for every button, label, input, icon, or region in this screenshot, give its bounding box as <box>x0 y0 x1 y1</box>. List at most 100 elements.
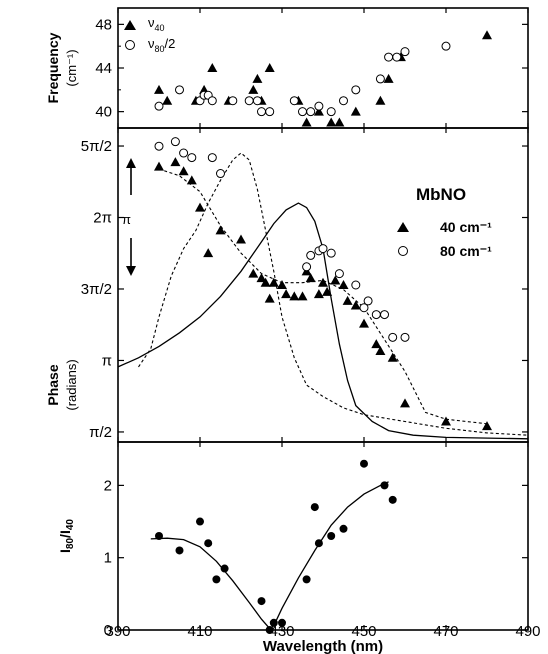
middle-circle-point <box>326 248 336 258</box>
middle-circle-point <box>216 169 225 179</box>
middle-triangle-point <box>277 280 287 289</box>
middle-legend-circle-marker <box>398 246 408 256</box>
top-triangle-point <box>301 117 312 127</box>
top-triangle-point <box>326 117 337 127</box>
y-tick-label-bottom: 0 <box>104 622 112 639</box>
bottom-dot-point <box>204 539 213 548</box>
bottom-dot-point <box>314 539 323 548</box>
top-circle-point <box>306 107 316 117</box>
points-layer <box>154 30 492 634</box>
top-circle-point <box>384 52 394 62</box>
top-triangle-point <box>162 95 173 105</box>
top-circle-point <box>441 41 451 51</box>
middle-triangle-point <box>350 300 361 310</box>
bottom-dot-point <box>269 618 278 627</box>
middle-circle-point <box>334 269 344 279</box>
top-circle-point <box>228 96 238 106</box>
middle-legend-label-1: 40 cm⁻¹ <box>440 219 492 235</box>
x-tick-label: 470 <box>433 623 458 640</box>
middle-triangle-point <box>248 268 259 278</box>
top-triangle-point <box>207 63 218 72</box>
middle-legend-label-2: 80 cm⁻¹ <box>440 243 492 259</box>
x-tick-label: 390 <box>105 623 130 640</box>
top-triangle-point <box>313 106 324 116</box>
middle-ylabel-line1: Phase <box>45 364 61 405</box>
top-circle-point <box>400 47 410 57</box>
middle-triangle-point <box>322 286 333 296</box>
top-circle-point <box>175 85 184 95</box>
top-panel-frame <box>117 7 529 129</box>
top-circle-point <box>265 107 275 117</box>
top-circle-point <box>154 101 164 111</box>
bottom-dot-point <box>220 564 229 573</box>
y-tick-label-top: 44 <box>95 60 112 77</box>
bottom-dot-point <box>278 618 286 627</box>
top-circle-point <box>339 96 348 106</box>
x-axis-title: Wavelength (nm) <box>263 638 383 654</box>
middle-circle-point <box>363 296 373 306</box>
y-tick-label-middle: π/2 <box>89 424 112 441</box>
middle-triangle-point <box>170 157 181 167</box>
middle-triangle-point <box>387 352 398 362</box>
middle-circle-point <box>187 153 197 163</box>
middle-triangle-point <box>318 277 328 287</box>
bottom-dot-point <box>327 532 336 540</box>
y-tick-label-middle: π <box>102 352 112 369</box>
top-legend: ν40 ν80/2 <box>124 15 175 54</box>
middle-circle-point <box>207 153 217 163</box>
top-legend-triangle-marker <box>124 20 136 30</box>
middle-triangle-point <box>268 277 279 287</box>
bottom-dot-point <box>310 503 319 512</box>
top-ylabel-line2: (cm⁻¹) <box>64 49 79 86</box>
middle-circle-point <box>302 262 312 272</box>
top-circle-point <box>207 96 217 106</box>
x-tick-label: 450 <box>351 623 376 640</box>
middle-triangle-point <box>281 289 292 299</box>
middle-triangle-point <box>441 416 451 426</box>
bottom-panel-frame <box>117 441 529 631</box>
middle-circle-point <box>359 303 369 313</box>
middle-triangle-point <box>342 295 353 305</box>
top-triangle-point <box>482 30 492 40</box>
bottom-dot-point <box>388 495 397 504</box>
top-circle-point <box>289 96 299 106</box>
ticks-layer: 390 410 430 450 470 490404448π/2π3π/22π5π/201… <box>81 8 541 640</box>
middle-triangle-point <box>330 275 341 285</box>
y-tick-label-middle: 5π/2 <box>81 138 112 155</box>
middle-triangle-point <box>260 277 271 287</box>
middle-triangle-point <box>375 345 386 355</box>
middle-triangle-point <box>297 291 308 301</box>
middle-triangle-point <box>195 202 205 212</box>
middle-triangle-point <box>236 234 246 244</box>
middle-solid-curve-3 <box>117 202 529 440</box>
top-legend-circle-marker <box>125 40 135 50</box>
pi-arrow-up-head <box>126 158 136 168</box>
middle-circle-point <box>400 332 410 342</box>
middle-triangle-point <box>264 293 275 303</box>
bottom-dot-point <box>175 546 184 555</box>
top-circle-point <box>351 85 361 95</box>
top-circle-point <box>244 96 254 106</box>
top-circle-point <box>252 96 262 106</box>
y-tick-label-top: 40 <box>95 104 112 121</box>
top-triangle-point <box>334 117 345 127</box>
middle-dashed-curve-4 <box>158 168 488 425</box>
middle-circle-point <box>351 280 361 290</box>
bottom-ylabel: I80/I40 <box>57 519 76 553</box>
middle-circle-point <box>306 250 316 260</box>
bottom-dot-point <box>380 481 389 490</box>
x-tick-label: 490 <box>515 623 540 640</box>
middle-circle-point <box>388 332 398 342</box>
middle-triangle-point <box>203 248 214 258</box>
middle-triangle-point <box>359 318 369 328</box>
middle-circle-point <box>371 310 381 320</box>
middle-circle-point <box>170 137 180 147</box>
y-tick-label-middle: 2π <box>93 210 112 227</box>
bottom-solid-curve-1 <box>150 481 389 630</box>
top-circle-point <box>314 101 324 111</box>
middle-circle-point <box>380 310 389 320</box>
top-triangle-point <box>375 95 386 105</box>
y-tick-label-middle: 3π/2 <box>81 281 112 298</box>
top-legend-label-2: ν80/2 <box>148 36 175 54</box>
y-tick-label-top: 48 <box>95 16 112 33</box>
